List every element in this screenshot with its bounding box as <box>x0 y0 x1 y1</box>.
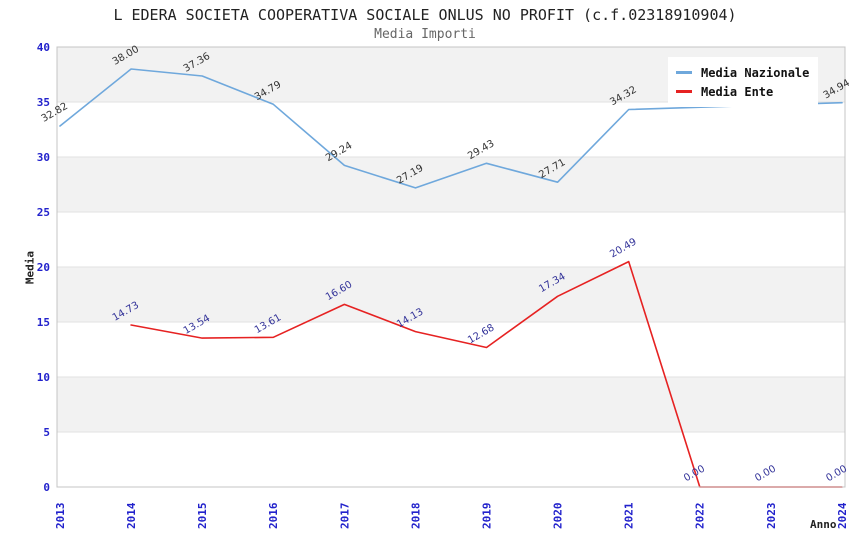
x-tick-label: 2023 <box>765 503 778 530</box>
x-tick-label: 2018 <box>409 503 422 530</box>
plot-frame <box>56 46 846 488</box>
y-tick-label: 25 <box>37 206 50 219</box>
legend-line-icon-nazionale <box>676 71 692 74</box>
y-tick-label: 5 <box>43 426 50 439</box>
legend-line-icon-ente <box>676 90 692 93</box>
x-tick-label: 2020 <box>551 503 564 530</box>
value-label: 20.49 <box>608 237 638 261</box>
y-axis-title: Media <box>23 250 37 285</box>
chart-title: L EDERA SOCIETA COOPERATIVA SOCIALE ONLU… <box>113 6 737 24</box>
chart-subtitle: Media Importi <box>374 27 476 42</box>
x-tick-label: 2015 <box>196 503 209 530</box>
grid-band <box>57 157 845 212</box>
legend-item-media-nazionale: Media Nazionale <box>676 63 812 82</box>
series-line-media-nazionale <box>59 68 843 189</box>
x-tick-label: 2019 <box>480 503 493 530</box>
y-tick-label: 0 <box>43 481 50 494</box>
grid-band <box>57 377 845 432</box>
value-label: 0.00 <box>682 464 707 485</box>
y-tick-label: 20 <box>37 261 50 274</box>
legend-label: Media Nazionale <box>701 65 810 80</box>
x-tick-label: 2016 <box>267 502 280 529</box>
y-tick-label: 30 <box>37 151 50 164</box>
y-tick-label: 35 <box>37 96 50 109</box>
x-axis-title: Anno <box>810 518 837 531</box>
x-tick-label: 2024 <box>836 502 849 529</box>
x-tick-label: 2013 <box>54 503 67 530</box>
y-tick-label: 40 <box>37 41 50 54</box>
value-label: 0.00 <box>753 464 778 485</box>
x-tick-label: 2014 <box>125 502 138 529</box>
x-tick-label: 2021 <box>623 502 636 529</box>
legend-item-media-ente: Media Ente <box>676 82 812 101</box>
y-tick-label: 10 <box>37 371 50 384</box>
x-tick-label: 2017 <box>338 503 351 530</box>
x-tick-label: 2022 <box>694 503 707 530</box>
chart-legend: Media Nazionale Media Ente <box>668 57 818 107</box>
legend-label: Media Ente <box>701 84 774 99</box>
y-tick-label: 15 <box>37 316 50 329</box>
grid-band <box>57 267 845 322</box>
